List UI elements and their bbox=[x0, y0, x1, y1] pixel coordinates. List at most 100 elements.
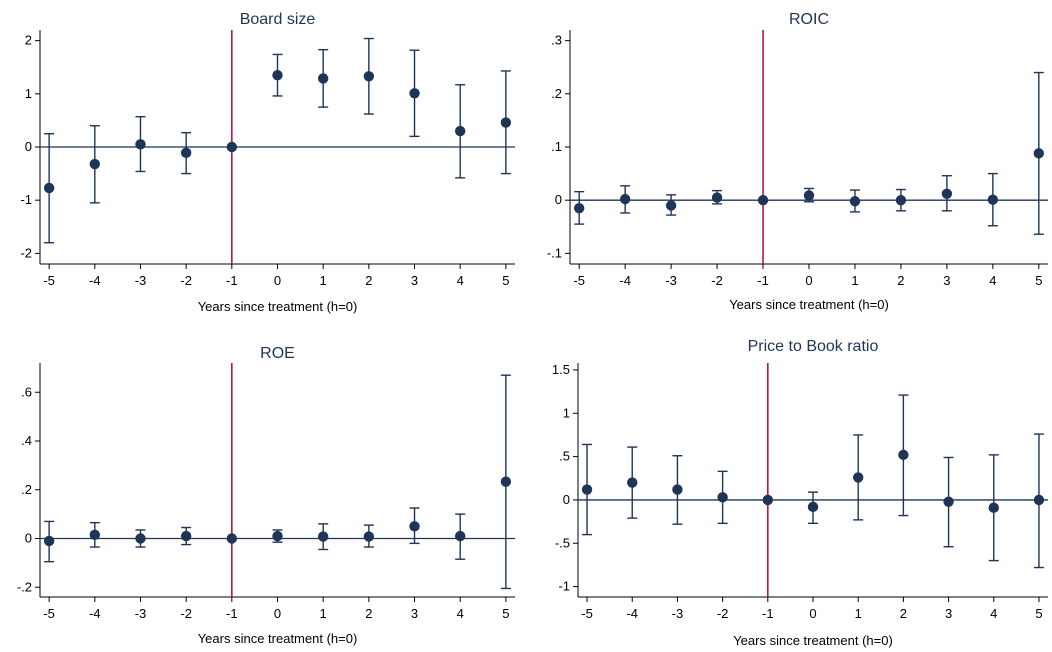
x-tick-label: 4 bbox=[457, 273, 464, 288]
x-tick-label: -3 bbox=[665, 273, 677, 288]
y-tick-label: .2 bbox=[551, 86, 562, 101]
point-estimate bbox=[226, 141, 238, 153]
y-tick-label: -.5 bbox=[555, 535, 570, 550]
y-tick-label: .3 bbox=[551, 33, 562, 48]
x-axis-label: Years since treatment (h=0) bbox=[733, 633, 893, 648]
x-tick-label: -5 bbox=[573, 273, 585, 288]
x-tick-label: -3 bbox=[672, 606, 684, 621]
y-tick-label: 1.5 bbox=[552, 362, 570, 377]
point-estimate bbox=[717, 492, 728, 503]
point-estimate bbox=[317, 73, 329, 84]
point-estimate bbox=[363, 531, 375, 542]
x-tick-label: 3 bbox=[411, 606, 418, 621]
x-tick-label: -1 bbox=[226, 606, 238, 621]
point-estimate bbox=[941, 188, 953, 199]
x-tick-label: -5 bbox=[43, 273, 55, 288]
x-tick-label: 2 bbox=[365, 606, 372, 621]
y-tick-label: 0 bbox=[25, 531, 32, 546]
x-tick-label: -2 bbox=[717, 606, 729, 621]
y-tick-label: 1 bbox=[563, 405, 570, 420]
point-estimate bbox=[43, 535, 55, 547]
point-estimate bbox=[895, 194, 907, 206]
point-estimate bbox=[180, 147, 192, 159]
panel-title: Price to Book ratio bbox=[748, 338, 879, 355]
panel-title: ROIC bbox=[789, 11, 829, 28]
point-estimate bbox=[581, 484, 593, 495]
point-estimate bbox=[500, 117, 512, 128]
point-estimate bbox=[852, 472, 864, 483]
x-tick-label: 2 bbox=[897, 273, 904, 288]
x-tick-label: -4 bbox=[89, 273, 101, 288]
y-tick-label: .1 bbox=[551, 139, 562, 154]
x-tick-label: -3 bbox=[135, 273, 147, 288]
point-estimate bbox=[363, 71, 375, 82]
y-tick-label: -2 bbox=[20, 245, 32, 260]
x-tick-label: -1 bbox=[226, 273, 238, 288]
x-tick-label: -1 bbox=[757, 273, 769, 288]
x-tick-label: 0 bbox=[809, 606, 816, 621]
x-tick-label: 5 bbox=[502, 273, 509, 288]
point-estimate bbox=[89, 158, 101, 170]
point-estimate bbox=[627, 477, 638, 488]
x-tick-label: 1 bbox=[320, 273, 327, 288]
y-tick-label: -1 bbox=[20, 192, 32, 207]
x-tick-label: 1 bbox=[320, 606, 327, 621]
x-tick-label: 4 bbox=[990, 606, 997, 621]
x-tick-label: -4 bbox=[626, 606, 638, 621]
point-estimate bbox=[807, 501, 819, 513]
x-tick-label: 4 bbox=[989, 273, 996, 288]
x-tick-label: -2 bbox=[711, 273, 723, 288]
x-tick-label: 0 bbox=[274, 273, 281, 288]
panel-board-size: Board size Years since treatment (h=0) -… bbox=[20, 11, 515, 314]
point-estimate bbox=[987, 194, 999, 205]
panel-roe: ROE Years since treatment (h=0) -.2 0 .2 .4… bbox=[17, 345, 515, 646]
point-estimate bbox=[135, 533, 146, 544]
x-tick-label: 3 bbox=[945, 606, 952, 621]
y-tick-label: 0 bbox=[555, 192, 562, 207]
x-tick-label: -5 bbox=[581, 606, 593, 621]
y-tick-label: 1 bbox=[25, 86, 32, 101]
x-axis-label: Years since treatment (h=0) bbox=[729, 297, 889, 312]
y-tick-label: -.1 bbox=[547, 245, 562, 260]
y-tick-label: -.2 bbox=[17, 579, 32, 594]
y-tick-label: 0 bbox=[563, 492, 570, 507]
point-estimate bbox=[454, 530, 466, 542]
point-estimate bbox=[665, 200, 677, 211]
x-tick-label: -1 bbox=[762, 606, 774, 621]
x-tick-label: 0 bbox=[274, 606, 281, 621]
point-estimate bbox=[454, 125, 466, 137]
point-estimate bbox=[500, 476, 512, 487]
x-tick-label: -2 bbox=[180, 273, 192, 288]
point-estimate bbox=[317, 531, 329, 542]
y-tick-label: .4 bbox=[21, 433, 32, 448]
x-tick-label: -2 bbox=[180, 606, 192, 621]
y-tick-label: 2 bbox=[25, 33, 32, 48]
point-estimate bbox=[757, 194, 769, 206]
panel-title: ROE bbox=[260, 345, 295, 362]
y-tick-label: .2 bbox=[21, 482, 32, 497]
point-estimate bbox=[89, 529, 101, 541]
point-estimate bbox=[409, 521, 420, 532]
point-estimate bbox=[619, 193, 631, 205]
x-tick-label: 1 bbox=[855, 606, 862, 621]
point-estimate bbox=[898, 449, 909, 461]
point-estimate bbox=[672, 484, 683, 495]
y-tick-label: -1 bbox=[558, 579, 570, 594]
point-estimate bbox=[943, 496, 954, 507]
x-tick-label: 1 bbox=[851, 273, 858, 288]
x-tick-label: 5 bbox=[1035, 273, 1042, 288]
x-tick-label: 5 bbox=[502, 606, 509, 621]
x-axis-label: Years since treatment (h=0) bbox=[198, 631, 358, 646]
panel-price-to-book: Price to Book ratio Years since treatmen… bbox=[552, 338, 1048, 648]
x-tick-label: -5 bbox=[43, 606, 55, 621]
point-estimate bbox=[272, 70, 283, 81]
point-estimate bbox=[135, 139, 146, 150]
x-tick-label: -4 bbox=[89, 606, 101, 621]
x-tick-label: -3 bbox=[135, 606, 147, 621]
point-estimate bbox=[1033, 148, 1045, 159]
x-tick-label: 3 bbox=[411, 273, 418, 288]
panel-roic: ROIC Years since treatment (h=0) -.1 0 .1.… bbox=[547, 11, 1048, 312]
point-estimate bbox=[43, 182, 55, 194]
point-estimate bbox=[573, 202, 585, 214]
